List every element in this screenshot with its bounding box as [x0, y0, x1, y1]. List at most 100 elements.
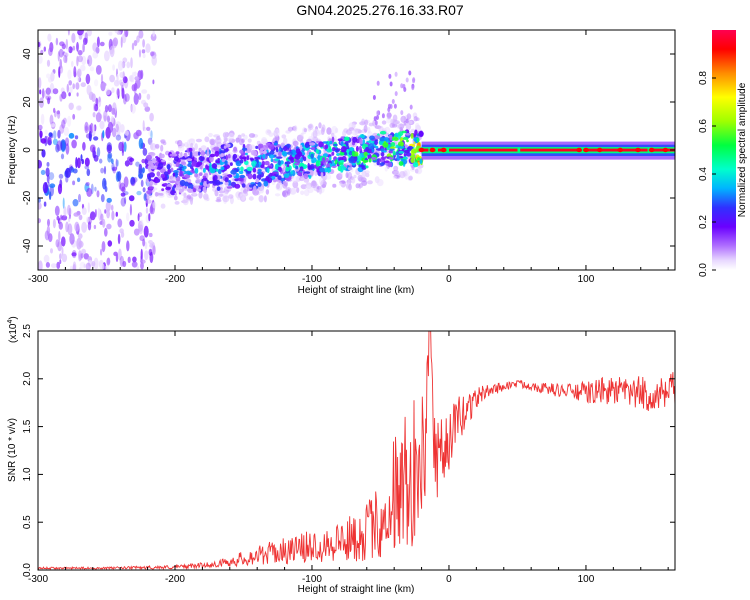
- spectrogram-noise-blob: [78, 250, 82, 262]
- spectrogram-ridge-blob: [282, 180, 286, 185]
- spectrogram-halo-blob: [300, 132, 304, 137]
- x-tick-label: -100: [302, 574, 322, 585]
- spectrogram-halo-blob: [405, 123, 412, 131]
- spectrogram-spur-blob: [403, 120, 407, 126]
- spectrogram-noise-blob: [107, 153, 112, 163]
- spectrogram-noise-blob: [118, 79, 123, 86]
- spectrogram-noise-blob: [103, 110, 108, 122]
- spectrogram-ridge-blob: [198, 155, 205, 162]
- spectrogram-noise-blob: [141, 89, 148, 94]
- spectrogram-noise-blob: [107, 115, 110, 123]
- spectrogram-halo-blob: [361, 118, 365, 125]
- spectrogram-noise-blob: [57, 51, 60, 62]
- spectrogram-noise-blob: [56, 140, 63, 152]
- spectrogram-noise-blob: [102, 177, 107, 190]
- spectrogram-band-dot: [635, 147, 641, 153]
- spectrogram-ridge-blob: [363, 159, 369, 163]
- spectrogram-noise-blob: [111, 127, 117, 138]
- spectrogram-halo-blob: [406, 113, 412, 120]
- spectrogram-noise-blob: [126, 240, 130, 252]
- spectrogram-ridge-blob: [246, 147, 250, 151]
- spectrogram-noise-blob: [61, 91, 67, 100]
- spectrogram-noise-blob: [129, 160, 133, 166]
- y-tick-label: 1.0: [22, 467, 33, 481]
- spectrogram-halo-blob: [259, 186, 264, 194]
- spectrogram-noise-blob: [96, 36, 100, 48]
- spectrogram-noise-blob: [93, 224, 97, 230]
- spectrogram-noise-blob: [143, 225, 149, 238]
- spectrogram-noise-blob: [95, 112, 102, 123]
- spectrogram-ridge-blob: [191, 160, 197, 167]
- colorbar-label: Normalized spectral amplitude: [737, 82, 748, 217]
- spectrogram-noise-blob: [67, 69, 72, 80]
- spectrogram-halo-blob: [303, 128, 308, 133]
- spectrogram-ridge-blob: [146, 190, 153, 195]
- spectrogram-noise-blob: [63, 54, 68, 64]
- spectrogram-halo-blob: [150, 143, 157, 151]
- spectrogram-noise-blob: [100, 248, 103, 256]
- spectrogram-ridge-blob: [178, 188, 183, 193]
- spectrogram-noise-blob: [129, 157, 135, 162]
- spectrogram-halo-blob: [228, 194, 234, 199]
- spectrogram-ridge-blob: [209, 155, 214, 163]
- spectrogram-spur-blob: [376, 115, 379, 120]
- spectrogram-halo-blob: [265, 129, 272, 136]
- spectrogram-noise-blob: [99, 120, 105, 130]
- spectrogram-noise-blob: [104, 50, 110, 62]
- spectrogram-noise-blob: [142, 147, 148, 156]
- spectrogram-ridge-blob: [148, 160, 153, 167]
- spectrogram-noise-blob: [140, 248, 143, 260]
- y-tick-label: 1.5: [22, 419, 33, 433]
- spectrogram-ridge-blob: [318, 141, 324, 148]
- spectrogram-ridge-blob: [405, 133, 411, 136]
- spectrogram-ridge-blob: [195, 178, 201, 184]
- spectrogram-ridge-blob: [257, 182, 262, 187]
- spectrogram-ridge-blob: [160, 173, 166, 179]
- spectrogram-noise-blob: [142, 187, 146, 193]
- spectrogram-noise-blob: [114, 30, 119, 34]
- spectrogram-ridge-blob: [388, 157, 394, 160]
- spectrogram-noise-blob: [133, 40, 138, 47]
- spectrogram-noise-blob: [96, 190, 100, 198]
- spectrogram-ridge-blob: [198, 147, 202, 152]
- spectrogram-ridge-blob: [315, 148, 319, 154]
- spectrogram-halo-blob: [152, 201, 157, 209]
- spectrogram-noise-blob: [120, 192, 126, 197]
- spectrogram-ridge-blob: [304, 143, 310, 149]
- spectrogram-noise-blob: [123, 141, 127, 152]
- spectrogram-halo-blob: [320, 127, 325, 135]
- spectrogram-halo-blob: [339, 182, 343, 186]
- spectrogram-halo-blob: [367, 126, 371, 134]
- spectrogram-noise-blob: [131, 261, 138, 268]
- spectrogram-noise-blob: [47, 33, 52, 42]
- spectrogram-ridge-blob: [166, 164, 171, 170]
- spectrogram-noise-blob: [93, 136, 99, 141]
- spectrogram-halo-blob: [248, 196, 254, 201]
- x-tick-label: -300: [28, 574, 48, 585]
- spectrogram-noise-blob: [41, 149, 46, 158]
- spectrogram-ridge-blob: [255, 145, 259, 149]
- spectrogram-noise-blob: [141, 158, 146, 164]
- spectrogram-noise-blob: [111, 107, 116, 115]
- spectrogram-noise-blob: [95, 46, 100, 54]
- spectrogram-halo-blob: [296, 187, 300, 194]
- spectrogram-noise-blob: [138, 137, 144, 150]
- spectrogram-ridge-blob: [368, 143, 374, 150]
- spectrogram-ridge-blob: [172, 186, 175, 192]
- spectrogram-noise-blob: [149, 243, 154, 248]
- spectrogram-ridge-blob: [172, 172, 176, 177]
- spectrogram-noise-blob: [135, 161, 140, 167]
- spectrogram-ridge-blob: [246, 155, 249, 161]
- spectrogram-noise-blob: [61, 43, 66, 50]
- spectrogram-noise-blob: [85, 125, 88, 131]
- spectrogram-noise-blob: [53, 130, 57, 140]
- spectrogram-noise-blob: [148, 240, 153, 244]
- spectrogram-band-dot: [583, 147, 589, 153]
- spectrogram-ridge-blob: [285, 166, 290, 172]
- spectrogram-noise-blob: [67, 223, 73, 236]
- x-tick-label: -300: [28, 274, 48, 285]
- spectrogram-ridge-blob: [278, 166, 282, 172]
- spectrogram-halo-blob: [218, 190, 225, 194]
- spectrogram-noise-blob: [85, 73, 91, 85]
